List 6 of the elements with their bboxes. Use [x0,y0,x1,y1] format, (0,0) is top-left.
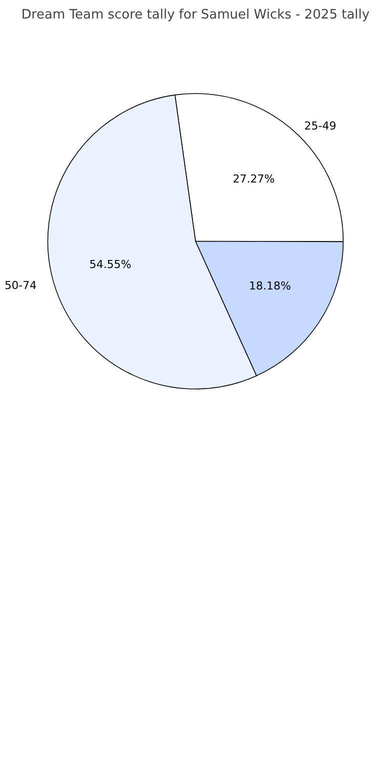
data-label: 18.18% [248,280,291,293]
slice-label: 50-74 [4,278,37,292]
data-label: 27.27% [232,172,275,186]
chart-title: Dream Team score tally for Samuel Wicks - 2025 tally [21,8,370,22]
slice-label: 25-49 [304,119,336,132]
data-label: 54.55% [89,258,132,271]
